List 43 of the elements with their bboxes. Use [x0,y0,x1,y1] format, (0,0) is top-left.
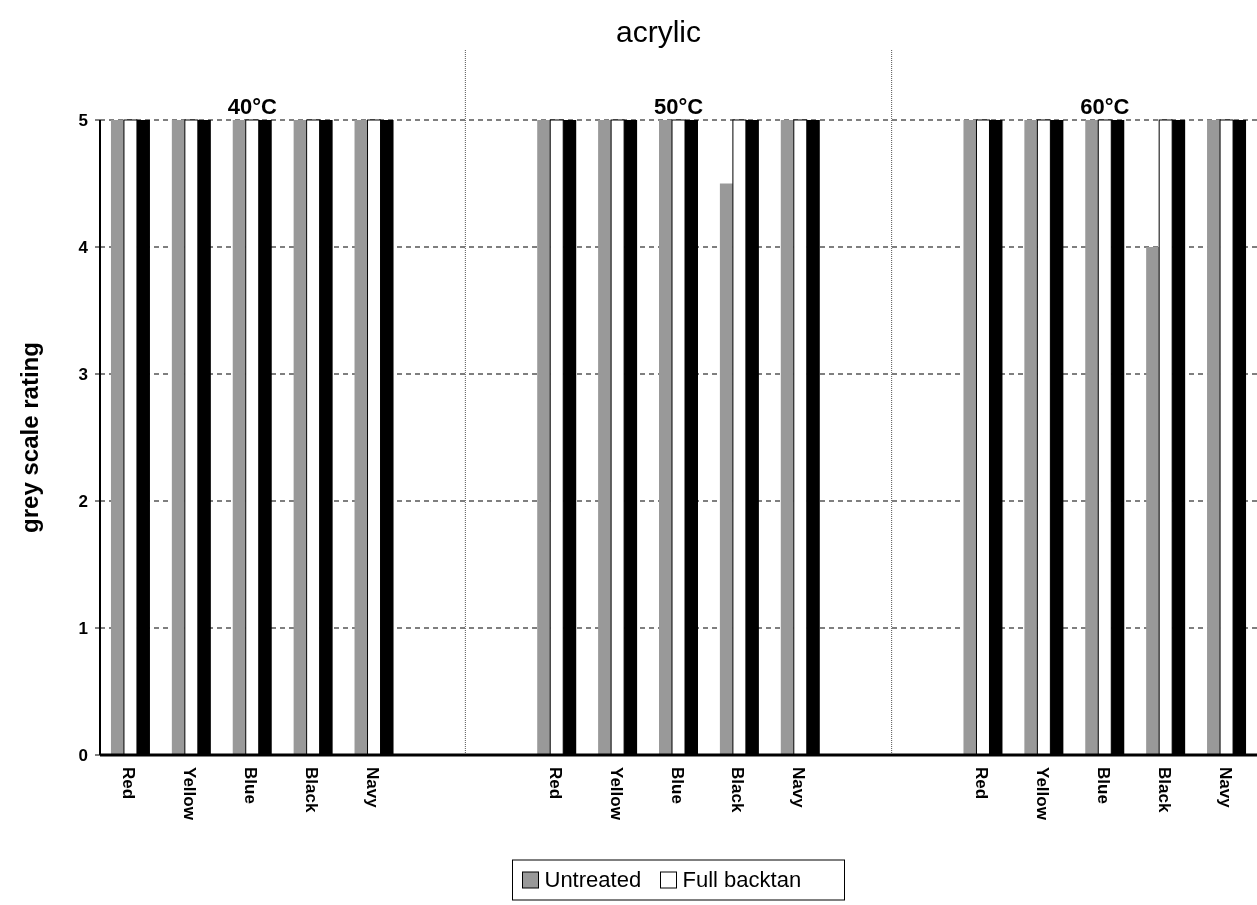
x-tick-label: Red [545,767,565,800]
x-tick-label: Black [302,767,322,813]
x-tick-label: Yellow [1032,767,1052,821]
y-tick-label: 3 [78,365,88,384]
x-tick-label: Navy [789,767,809,809]
legend-label: Full backtan [682,867,802,892]
y-tick-label: 5 [78,111,88,130]
bar [1207,120,1221,755]
legend-label: Untreated [544,867,642,892]
bar [780,120,794,755]
bar [232,120,246,755]
y-tick-label: 1 [78,619,88,638]
x-tick-label: Navy [1215,767,1235,809]
bar [354,120,368,755]
bar [171,120,185,755]
text: 60°C [1080,94,1130,119]
bar [537,120,551,755]
x-tick-label: Red [119,767,139,800]
y-tick-label: 2 [78,492,88,511]
bar [1024,120,1038,755]
text: 40°C [227,94,277,119]
x-tick-label: Navy [363,767,383,809]
bar [110,120,124,755]
y-axis-title: grey scale rating [16,342,43,533]
x-tick-label: Yellow [606,767,626,821]
bar [598,120,612,755]
bar [719,183,733,755]
bar [1085,120,1099,755]
bar [659,120,672,755]
x-tick-label: Black [1154,767,1174,813]
x-tick-label: Yellow [180,767,200,821]
y-tick-label: 4 [78,238,89,257]
y-tick-label: 0 [78,746,88,765]
chart-title: acrylic [615,15,702,48]
bar [1146,247,1160,755]
x-tick-label: Black [728,767,748,813]
x-tick-label: Blue [1093,767,1113,804]
text: 50°C [653,94,704,119]
x-tick-label: Blue [667,767,687,804]
x-tick-label: Blue [241,767,261,804]
bar [963,120,977,755]
bar [293,120,307,755]
x-tick-label: Red [971,767,991,800]
